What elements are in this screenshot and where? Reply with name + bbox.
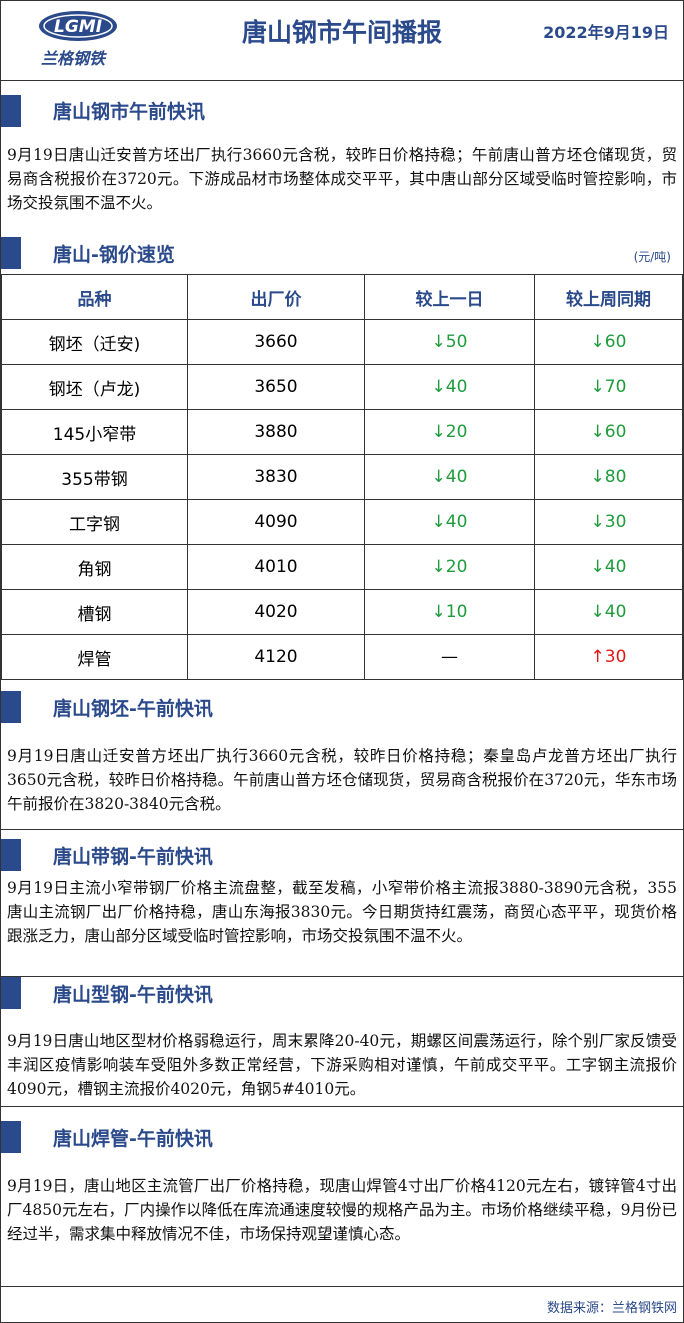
header-row: 品种 出厂价 较上一日 较上周同期 (1, 274, 683, 320)
footer: 数据来源：兰格钢铁网 (546, 1301, 677, 1316)
column-header: 较上周同期 (534, 274, 683, 320)
logo-name: 兰格钢铁 (41, 49, 106, 68)
table-cell: ↓40 (364, 499, 535, 545)
table-cell: 145小窄带 (1, 409, 188, 455)
table-row: 355带钢 3830 ↓40 ↓80 (1, 454, 683, 500)
paragraph: 9月19日主流小窄带钢厂价格主流盘整，截至发稿，小窄带价格主流报3880-389… (7, 879, 677, 945)
section-bar (1, 1121, 21, 1153)
section-title: 唐山型钢-午前快讯 (53, 984, 213, 1006)
table-cell: ↓10 (364, 589, 535, 635)
section-bar (1, 691, 21, 723)
table-cell: 3660 (187, 319, 365, 365)
table-row: 145小窄带 3880 ↓20 ↓60 (1, 409, 683, 455)
table-cell: 4120 (187, 634, 365, 680)
date: 2022年9月19日 (543, 23, 669, 42)
table-cell: ↓20 (364, 409, 535, 455)
section-title: 唐山钢市午前快讯 (53, 101, 206, 123)
table-cell: 槽钢 (1, 589, 188, 635)
paragraph: 9月19日唐山迁安普方坯出厂执行3660元含税，较昨日价格持稳；秦皇岛卢龙普方坯… (7, 747, 677, 813)
table-cell: 355带钢 (1, 454, 188, 500)
table-cell: 4090 (187, 499, 365, 545)
table-cell: ↓40 (364, 364, 535, 410)
table-row: 钢坯（卢龙) 3650 ↓40 ↓70 (1, 364, 683, 410)
table-cell: 3830 (187, 454, 365, 500)
divider (1, 1286, 683, 1287)
table-cell: 钢坯（卢龙) (1, 364, 188, 410)
section-bar (1, 237, 21, 269)
table-cell: 角钢 (1, 544, 188, 590)
section-bar (1, 839, 21, 871)
table-cell: ↓40 (534, 589, 683, 635)
table-cell: 3650 (187, 364, 365, 410)
divider (1, 1106, 683, 1107)
column-header: 品种 (1, 274, 188, 320)
table-cell: ↓80 (534, 454, 683, 500)
section-title: 唐山-钢价速览 (53, 244, 175, 266)
table-row: 角钢 4010 ↓20 ↓40 (1, 544, 683, 590)
section-title: 唐山钢坯-午前快讯 (53, 698, 213, 720)
table-cell: 4010 (187, 544, 365, 590)
table-cell: — (364, 634, 535, 680)
paragraph: 9月19日唐山迁安普方坯出厂执行3660元含税，较昨日价格持稳；午前唐山普方坯仓… (7, 146, 677, 212)
divider (1, 80, 683, 81)
column-header: 出厂价 (187, 274, 365, 320)
table-cell: 钢坯（迁安) (1, 319, 188, 365)
table-cell: ↓60 (534, 409, 683, 455)
paragraph: 9月19日唐山地区型材价格弱稳运行，周末累降20-40元，期螺区间震荡运行，除个… (7, 1032, 677, 1098)
table-cell: ↓40 (364, 454, 535, 500)
section-title: 唐山焊管-午前快讯 (53, 1128, 213, 1150)
table-cell: ↓20 (364, 544, 535, 590)
divider (1, 829, 683, 830)
table-row: 工字钢 4090 ↓40 ↓30 (1, 499, 683, 545)
table-row: 槽钢 4020 ↓10 ↓40 (1, 589, 683, 635)
section-bar (1, 95, 21, 127)
table-cell: 3880 (187, 409, 365, 455)
divider (1, 976, 683, 977)
table-row: 钢坯（迁安) 3660 ↓50 ↓60 (1, 319, 683, 365)
logo-oval (39, 11, 117, 41)
logo-ring (43, 14, 113, 38)
logo-text: LGMI (54, 17, 102, 37)
section-title: 唐山带钢-午前快讯 (53, 846, 213, 868)
table-cell: ↓50 (364, 319, 535, 365)
page-title: 唐山钢市午间播报 (241, 18, 442, 47)
section-bar (1, 977, 21, 1009)
table-cell: ↓40 (534, 544, 683, 590)
price-table: 品种 出厂价 较上一日 较上周同期 钢坯（迁安) 3660 ↓50 ↓60 钢坯（卢龙) 3650… (1, 274, 683, 680)
table-cell: 焊管 (1, 634, 188, 680)
table-cell: 4020 (187, 589, 365, 635)
table-cell: ↑30 (534, 634, 683, 680)
table-row: 焊管 4120— ↑30 (1, 634, 683, 680)
unit: (元/吨) (633, 250, 671, 264)
logo: LGMI (39, 11, 117, 41)
table-cell: 工字钢 (1, 499, 188, 545)
column-header: 较上一日 (364, 274, 535, 320)
table-cell: ↓30 (534, 499, 683, 545)
table-cell: ↓70 (534, 364, 683, 410)
paragraph: 9月19日，唐山地区主流管厂出厂价格持稳，现唐山焊管4寸出厂价格4120元左右，… (7, 1177, 677, 1243)
table-cell: ↓60 (534, 319, 683, 365)
